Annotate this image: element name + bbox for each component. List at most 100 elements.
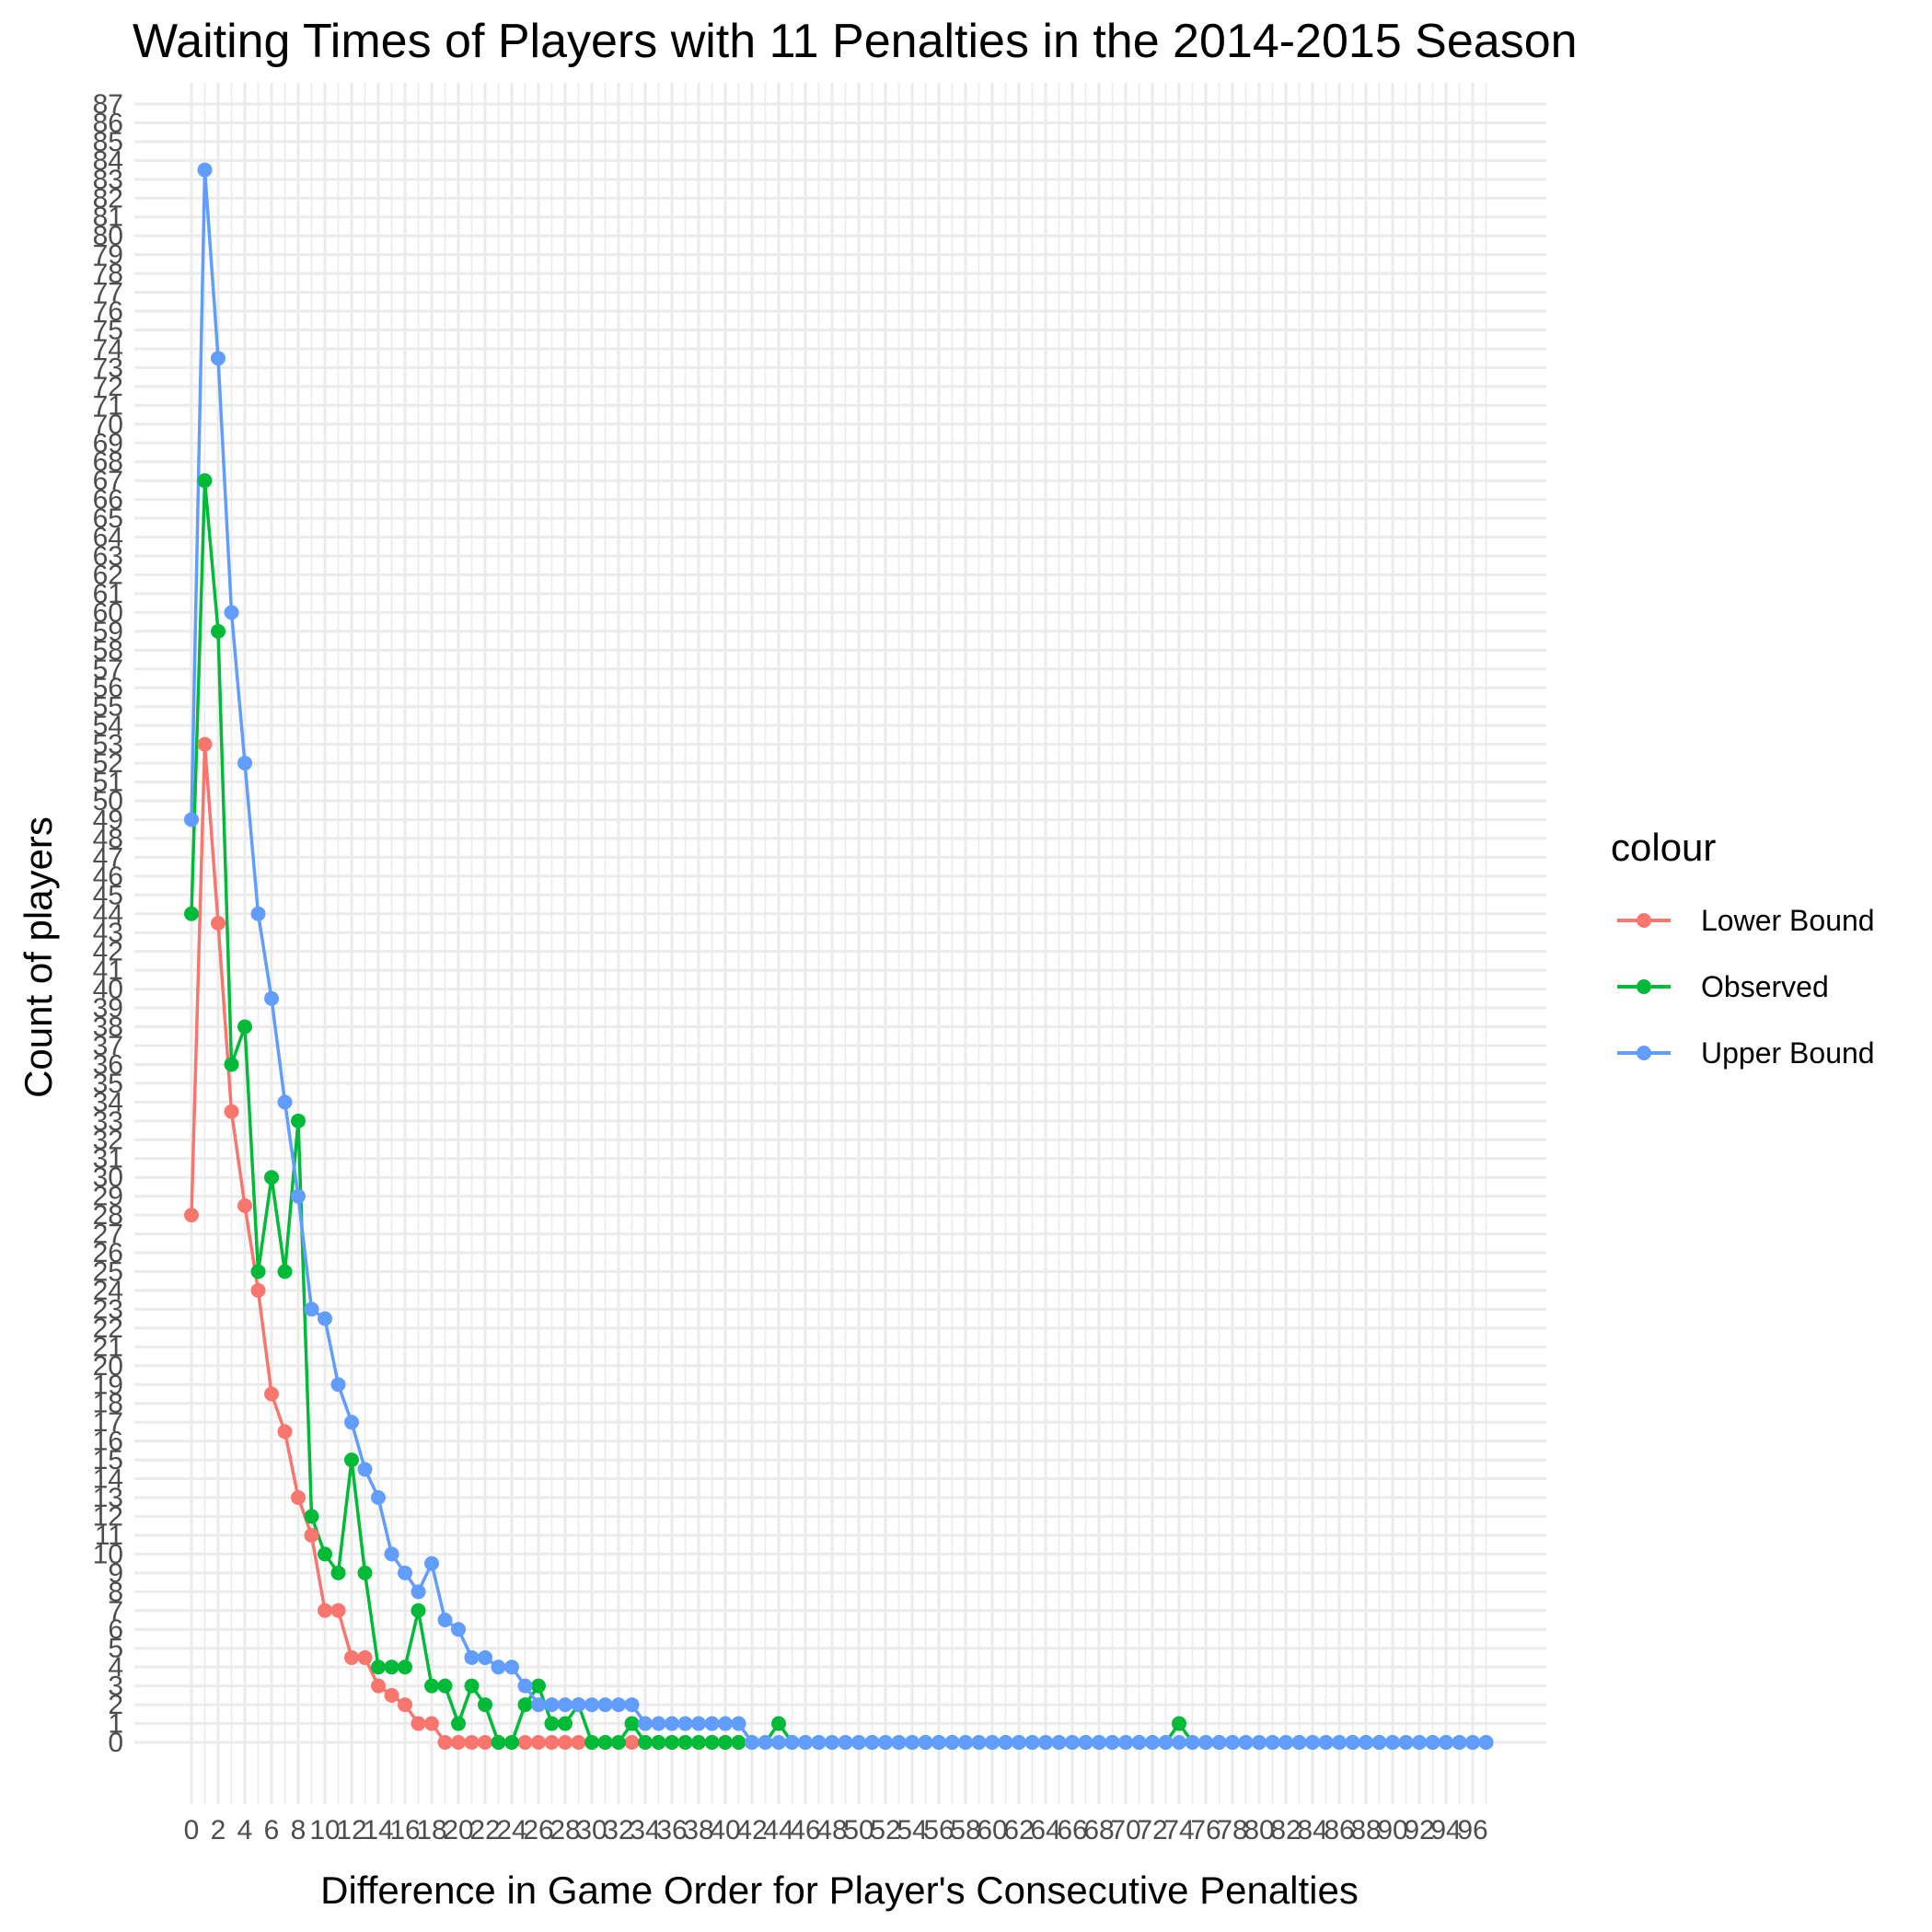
legend-key-point bbox=[1637, 979, 1651, 994]
series-point-2 bbox=[1465, 1735, 1480, 1750]
y-tick-label: 33 bbox=[93, 1106, 123, 1137]
y-tick-label: 43 bbox=[93, 918, 123, 948]
x-tick-label: 26 bbox=[523, 1815, 553, 1845]
y-tick-label: 23 bbox=[93, 1294, 123, 1325]
series-point-2 bbox=[798, 1735, 813, 1750]
y-tick-label: 10 bbox=[93, 1539, 123, 1569]
series-point-1 bbox=[1172, 1716, 1186, 1731]
series-point-1 bbox=[558, 1716, 573, 1731]
x-tick-label: 44 bbox=[763, 1815, 793, 1845]
y-tick-label: 71 bbox=[93, 390, 123, 421]
series-point-2 bbox=[1345, 1735, 1360, 1750]
series-point-2 bbox=[864, 1735, 880, 1750]
y-tick-label: 38 bbox=[93, 1012, 123, 1043]
y-tick-label: 24 bbox=[93, 1276, 123, 1306]
series-point-1 bbox=[531, 1678, 546, 1694]
x-tick-label: 2 bbox=[211, 1815, 226, 1845]
y-tick-label: 30 bbox=[93, 1163, 123, 1193]
y-tick-label: 17 bbox=[93, 1407, 123, 1438]
series-point-0 bbox=[264, 1386, 279, 1402]
y-tick-label: 45 bbox=[93, 880, 123, 910]
y-tick-label: 26 bbox=[93, 1238, 123, 1268]
series-point-2 bbox=[1172, 1735, 1186, 1750]
series-point-1 bbox=[330, 1565, 346, 1580]
y-tick-label: 18 bbox=[93, 1389, 123, 1419]
series-point-0 bbox=[531, 1735, 546, 1750]
y-tick-label: 21 bbox=[93, 1332, 123, 1362]
series-point-1 bbox=[411, 1602, 426, 1618]
series-point-2 bbox=[1332, 1735, 1347, 1750]
x-tick-label: 32 bbox=[603, 1815, 633, 1845]
series-point-1 bbox=[384, 1660, 399, 1675]
series-point-2 bbox=[330, 1377, 346, 1393]
series-point-0 bbox=[357, 1649, 373, 1665]
y-tick-label: 64 bbox=[93, 523, 123, 553]
series-point-2 bbox=[1024, 1735, 1040, 1750]
y-tick-label: 79 bbox=[93, 240, 123, 271]
series-point-0 bbox=[478, 1735, 492, 1750]
y-tick-label: 51 bbox=[93, 768, 123, 798]
y-tick-label: 81 bbox=[93, 202, 123, 233]
y-tick-label: 49 bbox=[93, 804, 123, 835]
series-point-2 bbox=[1211, 1735, 1227, 1750]
legend-label: Lower Bound bbox=[1701, 904, 1875, 937]
series-point-0 bbox=[464, 1735, 480, 1750]
y-tick-label: 67 bbox=[93, 466, 123, 496]
x-tick-label: 48 bbox=[816, 1815, 847, 1845]
x-tick-labels: 0 2 4 6 8 10121416182022242628303234363840424… bbox=[184, 1815, 1488, 1845]
series-point-2 bbox=[1225, 1735, 1240, 1750]
y-tick-label: 61 bbox=[93, 579, 123, 609]
legend-items: Lower Bound Observed Upper Bound bbox=[1617, 904, 1875, 1070]
series-point-2 bbox=[1359, 1735, 1373, 1750]
x-tick-label: 66 bbox=[1057, 1815, 1087, 1845]
series-point-2 bbox=[1412, 1735, 1427, 1750]
series-point-2 bbox=[1051, 1735, 1067, 1750]
y-tick-label: 32 bbox=[93, 1125, 123, 1155]
series-point-2 bbox=[398, 1565, 412, 1580]
series-point-0 bbox=[277, 1424, 293, 1440]
x-tick-label: 52 bbox=[870, 1815, 900, 1845]
y-tick-label: 2 bbox=[108, 1690, 123, 1720]
series-point-1 bbox=[704, 1735, 720, 1750]
series-point-2 bbox=[451, 1622, 466, 1637]
y-tick-label: 84 bbox=[93, 145, 123, 176]
legend-label: Observed bbox=[1701, 970, 1829, 1003]
x-tick-label: 24 bbox=[496, 1815, 526, 1845]
series-point-2 bbox=[291, 1188, 306, 1204]
series-point-2 bbox=[611, 1697, 626, 1713]
series-point-2 bbox=[1252, 1735, 1267, 1750]
y-tick-label: 75 bbox=[93, 316, 123, 346]
y-tick-label: 37 bbox=[93, 1031, 123, 1061]
series-point-2 bbox=[531, 1697, 546, 1713]
y-tick-label: 7 bbox=[108, 1596, 123, 1626]
x-tick-label: 62 bbox=[1003, 1815, 1034, 1845]
series-point-2 bbox=[571, 1697, 586, 1713]
y-tick-label: 78 bbox=[93, 259, 123, 289]
x-tick-label: 46 bbox=[790, 1815, 820, 1845]
y-tick-label: 87 bbox=[93, 89, 123, 120]
series-point-2 bbox=[758, 1735, 773, 1750]
series-point-2 bbox=[384, 1546, 399, 1562]
series-point-2 bbox=[1238, 1735, 1254, 1750]
series-point-2 bbox=[1278, 1735, 1293, 1750]
series-point-1 bbox=[344, 1452, 359, 1468]
legend: colour Lower Bound Observed Upper Bound bbox=[1611, 826, 1875, 1070]
series-point-0 bbox=[398, 1697, 412, 1713]
series-point-2 bbox=[197, 162, 213, 178]
x-tick-label: 20 bbox=[443, 1815, 473, 1845]
x-tick-label: 60 bbox=[977, 1815, 1007, 1845]
series-point-2 bbox=[638, 1716, 653, 1731]
series-point-0 bbox=[544, 1735, 560, 1750]
x-tick-label: 8 bbox=[291, 1815, 307, 1845]
series-point-2 bbox=[277, 1094, 293, 1110]
series-point-1 bbox=[451, 1716, 466, 1731]
series-point-0 bbox=[384, 1687, 399, 1703]
series-point-2 bbox=[958, 1735, 973, 1750]
series-point-2 bbox=[1118, 1735, 1133, 1750]
series-point-2 bbox=[1012, 1735, 1026, 1750]
legend-key-point bbox=[1637, 1046, 1651, 1060]
series-point-1 bbox=[371, 1660, 386, 1675]
y-tick-label: 57 bbox=[93, 654, 123, 685]
y-tick-label: 86 bbox=[93, 108, 123, 138]
y-tick-label: 44 bbox=[93, 899, 123, 930]
